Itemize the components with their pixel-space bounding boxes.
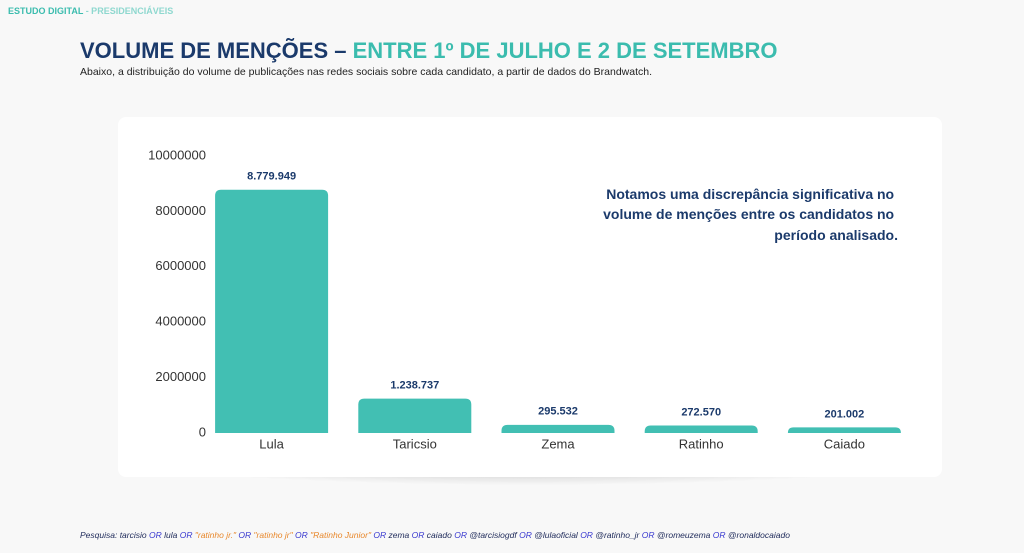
bar (501, 424, 615, 433)
section: - PRESIDENCIÁVEIS (86, 6, 174, 16)
annotation: Notamos uma discrepância significativa n… (603, 186, 898, 243)
footer: Pesquisa: tarcisio OR lula OR "ratinho j… (80, 530, 790, 540)
value-label: 295.532 (538, 406, 578, 418)
query-term: OR (454, 530, 467, 540)
y-tick-label: 6000000 (155, 258, 206, 273)
value-label: 1.238.737 (390, 380, 439, 392)
query-term: "ratinho jr" (254, 530, 294, 540)
x-tick-label: Lula (259, 436, 284, 451)
query-term: OR (713, 530, 726, 540)
query-term: OR (295, 530, 308, 540)
query-term: @ronaldocaiado (728, 530, 790, 540)
bar (215, 189, 329, 433)
query-term: zema (387, 530, 409, 540)
value-label: 272.570 (681, 406, 721, 418)
annotation-line: Notamos uma discrepância significativa n… (606, 186, 894, 202)
x-tick-label: Taricsio (393, 436, 437, 451)
query-term: "Ratinho Junior" (310, 530, 372, 540)
query-term: @romeuzema (657, 530, 711, 540)
query-term: OR (149, 530, 162, 540)
query-term: OR (238, 530, 251, 540)
brand: ESTUDO DIGITAL (8, 6, 84, 16)
subtitle: Abaixo, a distribuição do volume de publ… (80, 66, 652, 78)
query-term: lula (164, 530, 178, 540)
y-tick-label: 4000000 (155, 314, 206, 329)
y-tick-label: 0 (199, 424, 206, 439)
x-tick-label: Ratinho (679, 436, 724, 451)
y-tick-label: 2000000 (155, 369, 206, 384)
query-term: @lulaoficial (534, 530, 579, 540)
value-label: 8.779.949 (247, 171, 296, 183)
bar (787, 427, 901, 433)
query-term: @ratinho_jr (595, 530, 640, 540)
annotation-line: período analisado. (774, 227, 898, 243)
query-term: OR (412, 530, 425, 540)
query-term: OR (180, 530, 193, 540)
title: VOLUME DE MENÇÕES – ENTRE 1º DE JULHO E … (80, 38, 778, 63)
title-main: VOLUME DE MENÇÕES – (80, 38, 346, 63)
annotation-line: volume de menções entre os candidatos no (603, 206, 894, 222)
query-term: OR (519, 530, 532, 540)
query-term: OR (373, 530, 386, 540)
bar (358, 398, 472, 433)
bar (644, 425, 758, 433)
value-label: 201.002 (825, 408, 865, 420)
query-term: OR (580, 530, 593, 540)
x-tick-label: Caiado (824, 436, 865, 451)
y-tick-label: 10000000 (148, 147, 206, 162)
query-term: "ratinho jr." (195, 530, 237, 540)
query-term: Pesquisa: tarcisio (80, 530, 147, 540)
title-highlight: ENTRE 1º DE JULHO E 2 DE SETEMBRO (353, 38, 778, 63)
query-term: @tarcisiogdf (469, 530, 518, 540)
query-term: caiado (427, 530, 452, 540)
query-term: OR (642, 530, 655, 540)
header: ESTUDO DIGITAL - PRESIDENCIÁVEIS (8, 6, 173, 16)
y-tick-label: 8000000 (155, 203, 206, 218)
x-tick-label: Zema (541, 436, 575, 451)
